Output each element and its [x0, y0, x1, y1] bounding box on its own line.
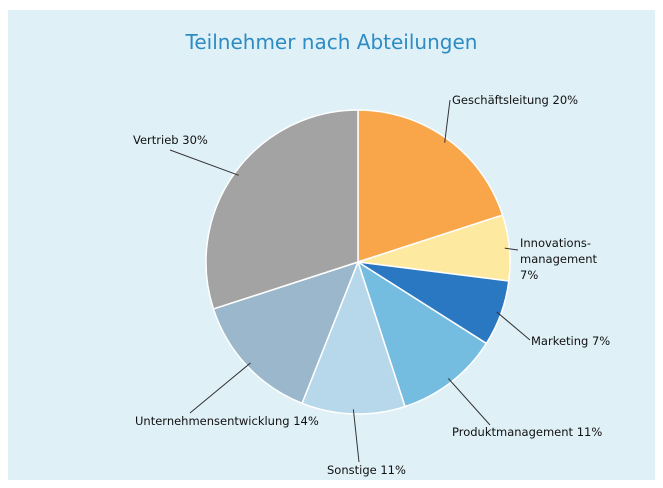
value-label: 20%: [552, 93, 579, 107]
leader-line: [496, 311, 531, 341]
value-label: 11%: [380, 463, 406, 477]
slice-label: Marketing 7%: [531, 333, 610, 349]
pie-slice: [357, 109, 504, 264]
leader-line: [447, 378, 491, 426]
slice-label: Sonstige 11%: [327, 462, 406, 478]
value-label: 7%: [591, 334, 611, 348]
slice-label: Innovations-management 7%: [520, 235, 615, 283]
slice-label: Geschäftsleitung 20%: [452, 92, 578, 108]
leader-line: [352, 409, 360, 463]
leader-line: [504, 247, 519, 251]
category-label: Vertrieb: [133, 133, 179, 147]
pie-slice: [301, 259, 406, 415]
slice-label: Unternehmensentwicklung 14%: [135, 413, 319, 429]
value-label: 7%: [520, 268, 539, 282]
category-label: Marketing: [531, 334, 589, 348]
leader-line: [169, 149, 239, 176]
value-label: 11%: [576, 425, 603, 439]
category-label: Innovations-management: [520, 236, 598, 266]
leader-line: [444, 99, 451, 143]
category-label: Geschäftsleitung: [452, 93, 549, 107]
chart-title: Teilnehmer nach Abteilungen: [185, 30, 478, 54]
value-label: 30%: [182, 133, 208, 147]
value-label: 14%: [293, 414, 319, 428]
leader-line: [189, 362, 251, 414]
category-label: Unternehmensentwicklung: [135, 414, 290, 428]
category-label: Sonstige: [327, 463, 377, 477]
slice-label: Produktmanagement 11%: [452, 424, 602, 440]
category-label: Produktmanagement: [452, 425, 574, 439]
pie-slice: [205, 109, 359, 310]
slice-label: Vertrieb 30%: [133, 132, 208, 148]
